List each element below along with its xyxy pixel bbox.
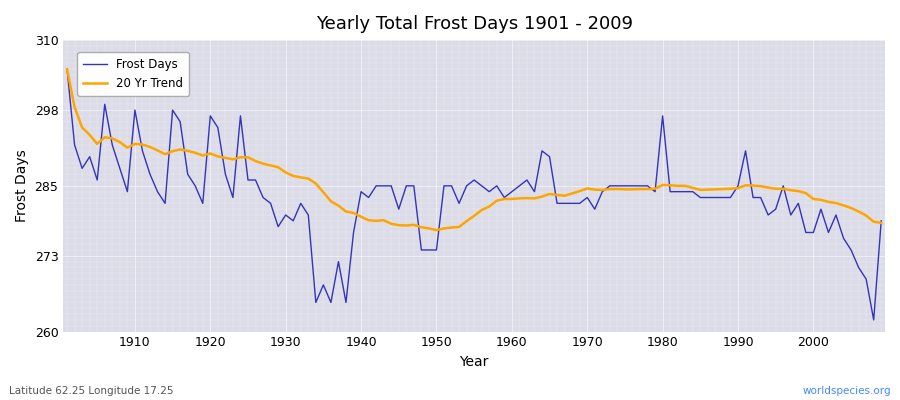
Frost Days — [597, 189, 608, 194]
20 Yr Trend — [333, 203, 344, 208]
20 Yr Trend — [431, 228, 442, 232]
Line: Frost Days: Frost Days — [68, 69, 881, 320]
20 Yr Trend — [288, 174, 299, 178]
Text: Latitude 62.25 Longitude 17.25: Latitude 62.25 Longitude 17.25 — [9, 386, 174, 396]
20 Yr Trend — [605, 187, 616, 192]
X-axis label: Year: Year — [460, 355, 489, 369]
20 Yr Trend — [507, 196, 517, 201]
Frost Days — [62, 67, 73, 72]
Y-axis label: Frost Days: Frost Days — [15, 150, 29, 222]
20 Yr Trend — [122, 145, 133, 150]
20 Yr Trend — [514, 196, 525, 201]
20 Yr Trend — [62, 67, 73, 72]
Title: Yearly Total Frost Days 1901 - 2009: Yearly Total Frost Days 1901 - 2009 — [316, 15, 633, 33]
Text: worldspecies.org: worldspecies.org — [803, 386, 891, 396]
Frost Days — [122, 189, 133, 194]
Frost Days — [868, 318, 879, 322]
Line: 20 Yr Trend: 20 Yr Trend — [68, 69, 881, 230]
Frost Days — [499, 195, 509, 200]
Legend: Frost Days, 20 Yr Trend: Frost Days, 20 Yr Trend — [77, 52, 189, 96]
Frost Days — [507, 189, 517, 194]
Frost Days — [288, 218, 299, 223]
Frost Days — [333, 259, 344, 264]
20 Yr Trend — [876, 220, 886, 225]
Frost Days — [876, 218, 886, 223]
